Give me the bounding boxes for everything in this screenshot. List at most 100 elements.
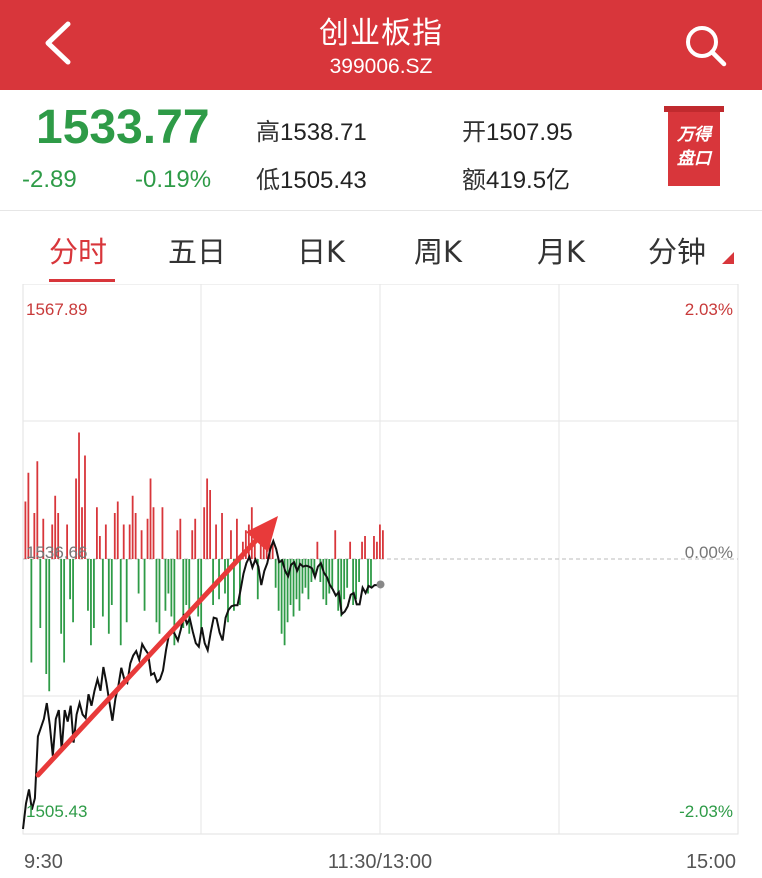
wind-pankou-button[interactable]: 万得 盘口 — [660, 106, 728, 188]
volume-bar — [355, 559, 357, 600]
volume-bar — [131, 495, 134, 559]
volume-bar — [158, 559, 161, 634]
volume-bar — [134, 513, 137, 559]
volume-bar — [292, 559, 295, 617]
tab-intraday[interactable]: 分时 — [49, 235, 108, 269]
volume-bar — [346, 559, 349, 588]
pct-zero-label: 0.00% — [685, 543, 733, 562]
volume-bar — [301, 559, 304, 594]
stock-code: 399006.SZ — [329, 55, 433, 78]
price-change-pct: -0.19% — [135, 166, 212, 193]
volume-bar — [24, 501, 27, 559]
volume-bar — [274, 559, 277, 588]
stat-low: 低1505.43 — [256, 160, 367, 195]
volume-bar — [328, 559, 331, 594]
volume-bar — [75, 478, 77, 559]
volume-bar — [116, 501, 119, 559]
search-button[interactable] — [680, 20, 730, 70]
volume-bar — [244, 530, 247, 559]
volume-bar — [230, 530, 232, 559]
active-tab-indicator — [49, 279, 115, 282]
volume-bar — [27, 472, 30, 559]
stat-amount: 额419.5亿 — [462, 160, 570, 195]
volume-bar — [256, 559, 259, 600]
volume-bar — [349, 541, 352, 559]
volume-bar — [104, 524, 107, 559]
volume-bar — [170, 559, 173, 617]
volume-bar — [72, 559, 74, 623]
volume-bar — [69, 559, 71, 600]
volume-bar — [179, 518, 182, 559]
volume-bar — [57, 513, 60, 559]
volume-bar — [286, 559, 289, 623]
tab-five-day[interactable]: 五日 — [168, 235, 227, 269]
volume-bar — [361, 541, 363, 559]
volume-bar — [45, 559, 48, 674]
volume-bar — [42, 518, 45, 559]
volume-bar — [78, 432, 80, 559]
back-button[interactable] — [36, 18, 86, 68]
volume-bar — [298, 559, 301, 611]
volume-bar — [161, 507, 164, 559]
page-title: 创业板指 — [319, 16, 443, 51]
intraday-chart: 1567.89 1536.66 1505.43 2.03% 0.00% -2.0… — [22, 284, 739, 873]
volume-bar — [54, 495, 57, 559]
price-change: -2.89 — [22, 166, 77, 193]
y-mid-label: 1536.66 — [26, 543, 87, 562]
volume-bar — [209, 490, 212, 559]
y-min-label: 1505.43 — [26, 802, 87, 821]
volume-bar — [352, 559, 355, 605]
stat-high-value: 1538.71 — [280, 119, 367, 146]
volume-bar — [30, 559, 33, 663]
volume-bar — [259, 536, 262, 559]
volume-bar — [167, 559, 170, 594]
volume-bar — [322, 559, 325, 600]
app-header: 创业板指 399006.SZ — [0, 0, 762, 90]
volume-bar — [39, 559, 42, 628]
volume-bar — [87, 559, 89, 611]
volume-bar — [212, 559, 214, 605]
volume-bar — [96, 507, 98, 559]
current-price: 1533.77 — [36, 101, 210, 154]
volume-bar — [289, 559, 292, 605]
volume-bar — [173, 559, 176, 646]
volume-bar — [119, 559, 122, 646]
volume-bar — [277, 559, 280, 611]
volume-bar — [113, 513, 116, 559]
volume-bar — [376, 541, 378, 559]
volume-bar — [149, 478, 152, 559]
volume-bar — [373, 536, 375, 559]
volume-bar — [90, 559, 92, 646]
tab-monthly-k[interactable]: 月K — [537, 235, 586, 269]
volume-bar — [325, 559, 328, 605]
volume-bar — [313, 559, 316, 577]
volume-bar — [304, 559, 307, 588]
stat-open-value: 1507.95 — [486, 119, 573, 146]
x-tick-midday: 11:30/13:00 — [328, 851, 432, 873]
volume-bar — [152, 507, 155, 559]
volume-bar — [364, 536, 366, 559]
volume-bar — [194, 518, 197, 559]
tab-minute[interactable]: 分钟 — [648, 235, 707, 269]
volume-bar — [84, 455, 86, 559]
last-price-dot — [376, 580, 385, 589]
stat-open: 开1507.95 — [462, 112, 573, 147]
minute-dropdown-triangle-icon[interactable] — [722, 252, 734, 264]
volume-bar — [98, 536, 101, 559]
x-tick-open: 9:30 — [24, 851, 63, 873]
volume-bar — [140, 530, 143, 559]
volume-bar — [143, 559, 146, 611]
price-line — [22, 538, 381, 830]
volume-bar — [182, 559, 185, 628]
tab-weekly-k[interactable]: 周K — [414, 235, 463, 269]
search-icon — [686, 26, 727, 67]
annotation-arrow — [35, 516, 278, 778]
volume-bar — [271, 541, 274, 559]
stat-amount-value: 419.5亿 — [486, 167, 571, 194]
volume-bar — [283, 559, 286, 646]
volume-bar — [280, 559, 283, 634]
volume-bar — [110, 559, 113, 605]
volume-bar — [343, 559, 346, 600]
quote-panel: 1533.77 -2.89 -0.19% 高1538.71 开1507.95 低… — [0, 90, 762, 210]
tab-daily-k[interactable]: 日K — [297, 235, 346, 269]
